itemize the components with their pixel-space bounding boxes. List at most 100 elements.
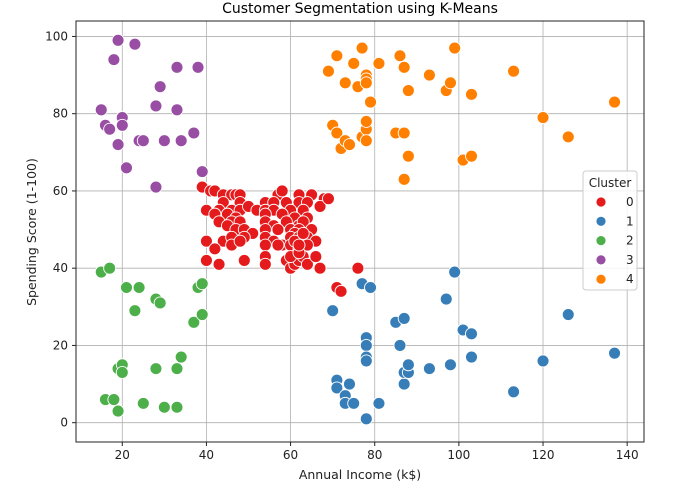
data-point (465, 149, 478, 163)
data-point (351, 261, 365, 275)
data-point (149, 180, 163, 194)
data-point (233, 234, 247, 248)
data-point (136, 134, 150, 148)
data-point (397, 311, 411, 325)
y-tick-label: 60 (53, 184, 68, 198)
legend-title: Cluster (589, 176, 632, 190)
data-point (199, 234, 213, 248)
data-point (157, 400, 171, 414)
cluster-4-points (321, 41, 621, 186)
data-point (507, 64, 521, 78)
data-point (465, 350, 478, 364)
data-point (212, 257, 226, 271)
data-point (536, 111, 550, 125)
data-point (275, 184, 289, 198)
data-point (355, 41, 369, 55)
data-point (393, 338, 407, 352)
data-point (237, 254, 251, 267)
data-point (448, 265, 462, 279)
data-point (347, 396, 361, 410)
grid-lines (76, 21, 644, 442)
data-point (343, 377, 356, 391)
data-point (195, 277, 209, 291)
x-axis-label: Annual Income (k$) (299, 467, 421, 482)
legend-label: 1 (626, 214, 634, 228)
data-point (120, 161, 133, 175)
data-point (364, 95, 377, 109)
data-point (258, 238, 272, 252)
y-axis-label: Spending Score (1-100) (24, 158, 39, 306)
data-point (174, 134, 188, 148)
legend-label: 2 (626, 234, 634, 248)
data-point (343, 138, 356, 152)
legend-marker (595, 235, 607, 247)
data-point (372, 396, 386, 410)
legend-marker (595, 215, 607, 227)
data-point (536, 354, 550, 368)
x-tick-label: 40 (199, 448, 214, 462)
chart-title: Customer Segmentation using K-Means (222, 1, 498, 17)
data-point (187, 315, 201, 329)
y-tick-label: 100 (45, 29, 68, 43)
data-point (465, 327, 478, 341)
data-point (111, 33, 125, 47)
data-points (94, 33, 621, 426)
data-point (107, 393, 121, 406)
data-point (397, 60, 411, 74)
data-point (149, 99, 163, 113)
data-point (507, 385, 521, 399)
data-point (115, 366, 129, 379)
data-point (128, 304, 142, 318)
data-point (561, 308, 575, 321)
data-point (111, 404, 125, 418)
data-point (359, 412, 373, 426)
y-ticks: 0 20 40 60 80 100 (45, 29, 76, 430)
data-point (444, 76, 457, 90)
legend-marker (595, 196, 607, 208)
data-point (321, 64, 335, 78)
data-point (372, 57, 386, 70)
x-tick-label: 20 (115, 448, 130, 462)
data-point (439, 292, 453, 306)
x-tick-label: 140 (616, 448, 639, 462)
data-point (258, 257, 272, 271)
data-point (170, 400, 184, 414)
data-point (195, 308, 209, 321)
x-tick-label: 120 (532, 448, 555, 462)
data-point (359, 354, 373, 368)
y-tick-label: 80 (53, 107, 68, 121)
data-point (149, 362, 163, 376)
plot-frame (75, 20, 645, 443)
data-point (359, 338, 373, 352)
data-point (170, 362, 184, 376)
data-point (465, 87, 478, 101)
data-point (157, 134, 171, 148)
data-point (347, 57, 361, 70)
data-point (321, 192, 335, 206)
data-point (153, 296, 167, 310)
data-point (338, 76, 352, 90)
data-point (330, 49, 344, 63)
x-tick-label: 60 (283, 448, 298, 462)
x-tick-label: 100 (447, 448, 470, 462)
data-point (401, 149, 415, 163)
cluster-0-points (195, 180, 365, 298)
data-point (401, 358, 415, 372)
data-point (103, 122, 117, 136)
legend-marker (595, 273, 607, 285)
data-point (153, 80, 167, 94)
data-point (132, 281, 146, 294)
data-point (128, 37, 142, 51)
data-point (448, 41, 462, 55)
x-ticks: 20 40 60 80 100 120 140 (115, 442, 639, 462)
data-point (309, 250, 323, 264)
data-point (330, 381, 344, 395)
data-point (296, 226, 310, 240)
data-point (313, 199, 327, 213)
data-point (271, 223, 285, 237)
legend-marker (595, 254, 607, 266)
data-point (561, 130, 575, 144)
data-point (120, 281, 133, 294)
y-tick-label: 20 (53, 338, 68, 352)
data-point (397, 172, 411, 186)
